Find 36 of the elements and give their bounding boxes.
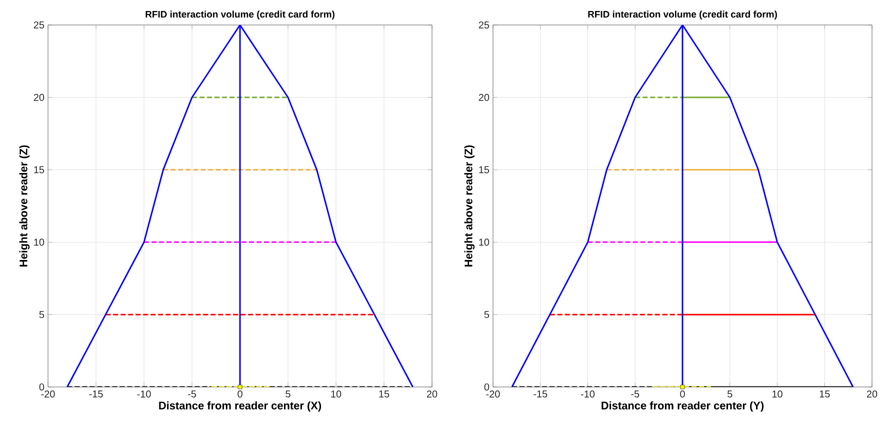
- x-tick-label: 0: [238, 390, 242, 398]
- x-axis-title: Distance from reader center (Y): [602, 401, 764, 412]
- x-tick-label: 20: [866, 390, 878, 398]
- x-axis-title: Distance from reader center (X): [159, 401, 322, 412]
- y-tick-label: 20: [478, 94, 490, 101]
- chart-title: RFID interaction volume (credit card form): [146, 10, 334, 20]
- x-tick-label: 15: [820, 390, 830, 398]
- y-tick-label: 0: [39, 383, 44, 391]
- x-tick-label: -5: [631, 390, 640, 398]
- x-tick-label: 20: [426, 390, 438, 398]
- x-tick-label: 5: [286, 390, 290, 398]
- x-tick-label: 10: [772, 390, 782, 398]
- x-tick-label: -15: [534, 390, 548, 398]
- y-tick-label: 25: [34, 21, 44, 29]
- y-axis-title: Height above reader (Z): [19, 145, 30, 266]
- y-tick-label: 5: [39, 311, 44, 318]
- x-tick-label: 0: [680, 390, 685, 398]
- y-tick-label: 15: [479, 166, 490, 174]
- x-tick-label: -20: [486, 390, 500, 398]
- x-tick-label: -10: [137, 390, 151, 398]
- x-tick-label: 5: [728, 390, 732, 398]
- x-tick-label: -5: [188, 390, 196, 398]
- y-tick-label: 15: [34, 166, 44, 174]
- y-tick-label: 0: [484, 383, 490, 391]
- y-tick-label: 20: [34, 94, 44, 101]
- y-axis-title: Height above reader (Z): [464, 145, 475, 266]
- y-tick-label: 5: [484, 311, 490, 318]
- x-tick-label: -10: [581, 390, 595, 398]
- x-tick-label: 15: [379, 390, 390, 398]
- chart-title: RFID interaction volume (credit card form): [588, 10, 777, 20]
- x-tick-label: -15: [89, 390, 103, 398]
- x-tick-label: -20: [41, 390, 55, 398]
- y-tick-label: 25: [478, 21, 490, 29]
- y-tick-label: 10: [34, 238, 44, 246]
- y-tick-label: 10: [479, 238, 490, 246]
- x-tick-label: 10: [331, 390, 342, 398]
